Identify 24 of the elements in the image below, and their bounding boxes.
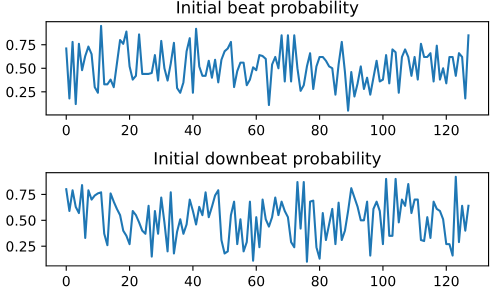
x-tick-label: 80 [312, 276, 328, 286]
x-tick-label: 100 [371, 124, 396, 136]
x-tick-label: 120 [434, 124, 459, 136]
y-tick-label: 0.25 [6, 241, 36, 252]
y-tick-label: 0.50 [6, 215, 36, 226]
chart-title: Initial beat probability [177, 0, 358, 17]
x-tick-label: 60 [248, 276, 264, 286]
x-tick-label: 20 [122, 276, 138, 286]
x-tick-label: 40 [184, 124, 201, 136]
line-series [65, 24, 470, 112]
y-tick-label: 0.50 [6, 63, 36, 74]
y-tick-label: 0.75 [6, 189, 36, 200]
x-tick-label: 60 [248, 124, 264, 136]
y-tick-label: 0.75 [6, 40, 36, 50]
x-tick-label: 120 [434, 276, 459, 286]
x-tick-label: 40 [184, 276, 201, 286]
x-tick-label: 0 [62, 124, 70, 136]
chart-title: Initial downbeat probability [154, 152, 381, 168]
line-series [65, 176, 470, 263]
x-tick-label: 100 [371, 276, 396, 286]
x-tick-label: 0 [62, 276, 70, 286]
x-tick-label: 20 [122, 124, 138, 136]
y-tick-label: 0.25 [6, 86, 36, 98]
x-tick-label: 80 [312, 124, 328, 136]
